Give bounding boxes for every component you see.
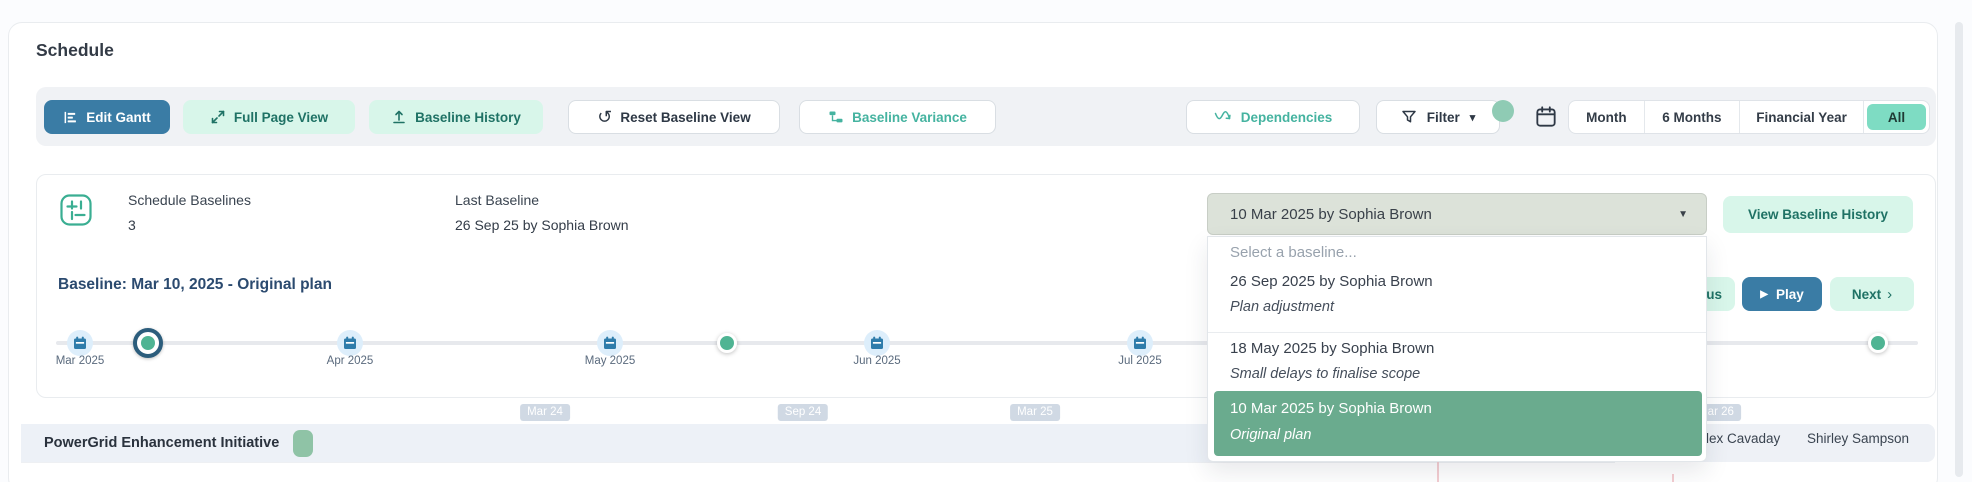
chevron-down-icon: ▾: [1469, 111, 1476, 124]
timeline-calendar-marker[interactable]: [864, 330, 890, 356]
timeline-month-label: Mar 2025: [55, 355, 105, 367]
timeline-month-label: Jun 2025: [853, 355, 901, 367]
assignee-name: Shirley Sampson: [1807, 431, 1910, 446]
baseline-history-button[interactable]: Baseline History: [369, 100, 543, 134]
timeline-calendar-marker[interactable]: [337, 330, 363, 356]
timeline-month-label: Apr 2025: [326, 355, 374, 367]
timeline-baseline-dot[interactable]: [717, 333, 737, 353]
baseline-select-value: 10 Mar 2025 by Sophia Brown: [1230, 205, 1432, 223]
baseline-dropdown-panel: Select a baseline... 26 Sep 2025 by Soph…: [1207, 236, 1707, 462]
filter-label: Filter: [1426, 109, 1460, 125]
last-baseline-label: Last Baseline: [455, 192, 540, 208]
view-range-6-months[interactable]: 6 Months: [1645, 101, 1741, 133]
timeline-calendar-marker[interactable]: [67, 330, 93, 356]
baseline-variance-label: Baseline Variance: [852, 109, 967, 125]
timeline-end-dot[interactable]: [1868, 333, 1888, 353]
full-page-view-label: Full Page View: [233, 109, 329, 125]
full-page-view-button[interactable]: Full Page View: [183, 100, 355, 134]
view-range-month[interactable]: Month: [1569, 101, 1645, 133]
project-status-badge: [293, 429, 314, 457]
view-range-financial-year[interactable]: Financial Year: [1740, 101, 1865, 133]
vertical-scrollbar[interactable]: [1955, 22, 1963, 477]
dropdown-option-subtitle: Original plan: [1230, 427, 1312, 443]
play-button[interactable]: ▶ Play: [1742, 277, 1822, 311]
dropdown-placeholder[interactable]: Select a baseline...: [1230, 244, 1357, 261]
dependency-arrow-icon: [1214, 110, 1233, 125]
calendar-glyph-icon: [1134, 336, 1146, 349]
dropdown-divider: [1208, 332, 1706, 333]
schedule-baselines-label: Schedule Baselines: [128, 192, 251, 208]
handle-core: [141, 336, 155, 350]
view-baseline-history-button[interactable]: View Baseline History: [1723, 196, 1913, 233]
calendar-glyph-icon: [604, 336, 616, 349]
gantt-date-marker: Mar 25: [1010, 404, 1060, 421]
calendar-glyph-icon: [74, 336, 86, 349]
dropdown-option-subtitle: Plan adjustment: [1230, 299, 1334, 315]
calendar-glyph-icon: [344, 336, 356, 349]
edit-gantt-label: Edit Gantt: [86, 109, 151, 125]
filter-status-dot: [1492, 100, 1514, 122]
dropdown-option-selected[interactable]: 10 Mar 2025 by Sophia Brown Original pla…: [1214, 391, 1702, 456]
baseline-caption: Baseline: Mar 10, 2025 - Original plan: [58, 276, 332, 293]
last-baseline-value: 26 Sep 25 by Sophia Brown: [455, 217, 629, 233]
schedule-baselines-icon: [58, 192, 94, 228]
play-icon: ▶: [1760, 288, 1768, 300]
chevron-right-icon: ›: [1887, 285, 1893, 303]
variance-icon: [828, 109, 844, 125]
page-title: Schedule: [36, 40, 114, 60]
timeline-month-label: May 2025: [584, 355, 636, 367]
timeline-current-position-handle[interactable]: [133, 328, 163, 358]
next-label: Next: [1851, 286, 1882, 302]
dropdown-option-title[interactable]: 26 Sep 2025 by Sophia Brown: [1230, 273, 1433, 290]
gantt-today-marker: [1437, 458, 1439, 482]
dependencies-button[interactable]: Dependencies: [1186, 100, 1360, 134]
view-range-segmented-control: Month 6 Months Financial Year All: [1568, 100, 1930, 134]
gantt-next-row: [21, 462, 1615, 482]
edit-gantt-button[interactable]: Edit Gantt: [44, 100, 170, 134]
project-title: PowerGrid Enhancement Initiative: [44, 435, 280, 451]
gantt-lines-icon: [63, 110, 78, 125]
play-label: Play: [1775, 286, 1804, 302]
dropdown-option-title: 10 Mar 2025 by Sophia Brown: [1230, 400, 1432, 417]
timeline-calendar-marker[interactable]: [597, 330, 623, 356]
view-range-all-selected[interactable]: All: [1867, 104, 1926, 130]
gantt-marker-line: [1672, 474, 1674, 482]
expand-icon: [210, 109, 226, 125]
filter-funnel-icon: [1401, 109, 1417, 125]
calendar-icon[interactable]: [1533, 104, 1559, 130]
gantt-date-marker: Sep 24: [777, 404, 829, 421]
timeline-calendar-marker[interactable]: [1127, 330, 1153, 356]
filter-button[interactable]: Filter ▾: [1376, 100, 1500, 134]
select-caret-icon: ▼: [1678, 208, 1688, 220]
timeline-track[interactable]: [56, 341, 1918, 345]
next-button[interactable]: Next ›: [1830, 277, 1914, 311]
upload-icon: [391, 109, 407, 125]
dropdown-option-subtitle: Small delays to finalise scope: [1230, 366, 1421, 382]
reset-baseline-view-button[interactable]: ↺ Reset Baseline View: [568, 100, 780, 134]
gantt-date-marker: Mar 24: [520, 404, 570, 421]
view-baseline-history-label: View Baseline History: [1747, 207, 1889, 222]
reset-baseline-view-label: Reset Baseline View: [620, 109, 751, 125]
baseline-variance-button[interactable]: Baseline Variance: [799, 100, 996, 134]
baseline-history-label: Baseline History: [415, 109, 521, 125]
assignee-name: Alex Cavaday: [1697, 431, 1781, 446]
calendar-glyph-icon: [871, 336, 883, 349]
baseline-select[interactable]: 10 Mar 2025 by Sophia Brown ▼: [1207, 193, 1707, 235]
dependencies-label: Dependencies: [1240, 109, 1333, 125]
schedule-baselines-count: 3: [128, 217, 136, 233]
timeline-month-label: Jul 2025: [1118, 355, 1162, 367]
reset-icon: ↺: [597, 107, 613, 127]
dropdown-option-title[interactable]: 18 May 2025 by Sophia Brown: [1230, 340, 1435, 357]
